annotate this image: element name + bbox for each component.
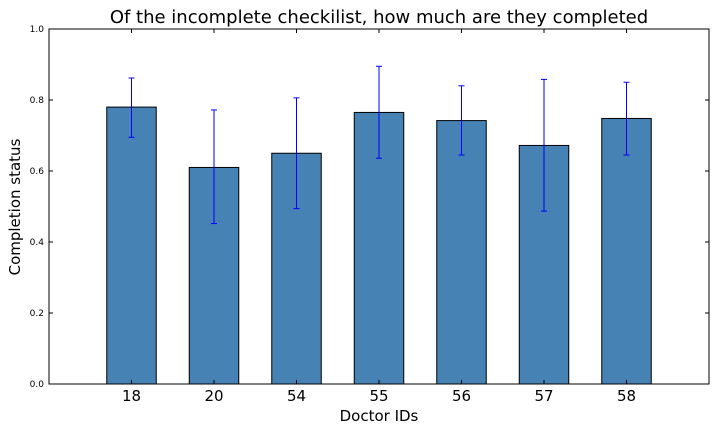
bar-56 xyxy=(436,120,487,385)
x-tick-label-57: 57 xyxy=(534,387,553,405)
y-tick-label-0.2: 0.2 xyxy=(30,309,44,319)
y-tick-label-0.0: 0.0 xyxy=(30,380,45,390)
chart-title: Of the incomplete checkilist, how much a… xyxy=(110,7,648,28)
tick-labels-layer: 18 20 54 55 56 57 58 0.0 0.2 0.4 0.6 0.8 1.0 xyxy=(30,25,636,405)
x-tick-label-56: 56 xyxy=(452,387,471,405)
x-tick-label-18: 18 xyxy=(122,387,141,405)
ticks-layer xyxy=(49,28,709,385)
y-tick-label-0.6: 0.6 xyxy=(30,167,45,177)
y-axis-label: Completion status xyxy=(6,138,24,275)
error-bars-layer xyxy=(128,65,630,225)
bar-58 xyxy=(601,117,652,385)
y-tick-label-0.8: 0.8 xyxy=(30,96,45,106)
x-tick-label-55: 55 xyxy=(369,387,388,405)
y-tick-label-1.0: 1.0 xyxy=(30,25,45,35)
x-tick-label-58: 58 xyxy=(617,387,636,405)
bar-18 xyxy=(106,106,157,385)
x-tick-label-20: 20 xyxy=(204,387,223,405)
x-tick-label-54: 54 xyxy=(287,387,306,405)
x-axis-label: Doctor IDs xyxy=(340,407,419,425)
y-tick-label-0.4: 0.4 xyxy=(30,238,45,248)
